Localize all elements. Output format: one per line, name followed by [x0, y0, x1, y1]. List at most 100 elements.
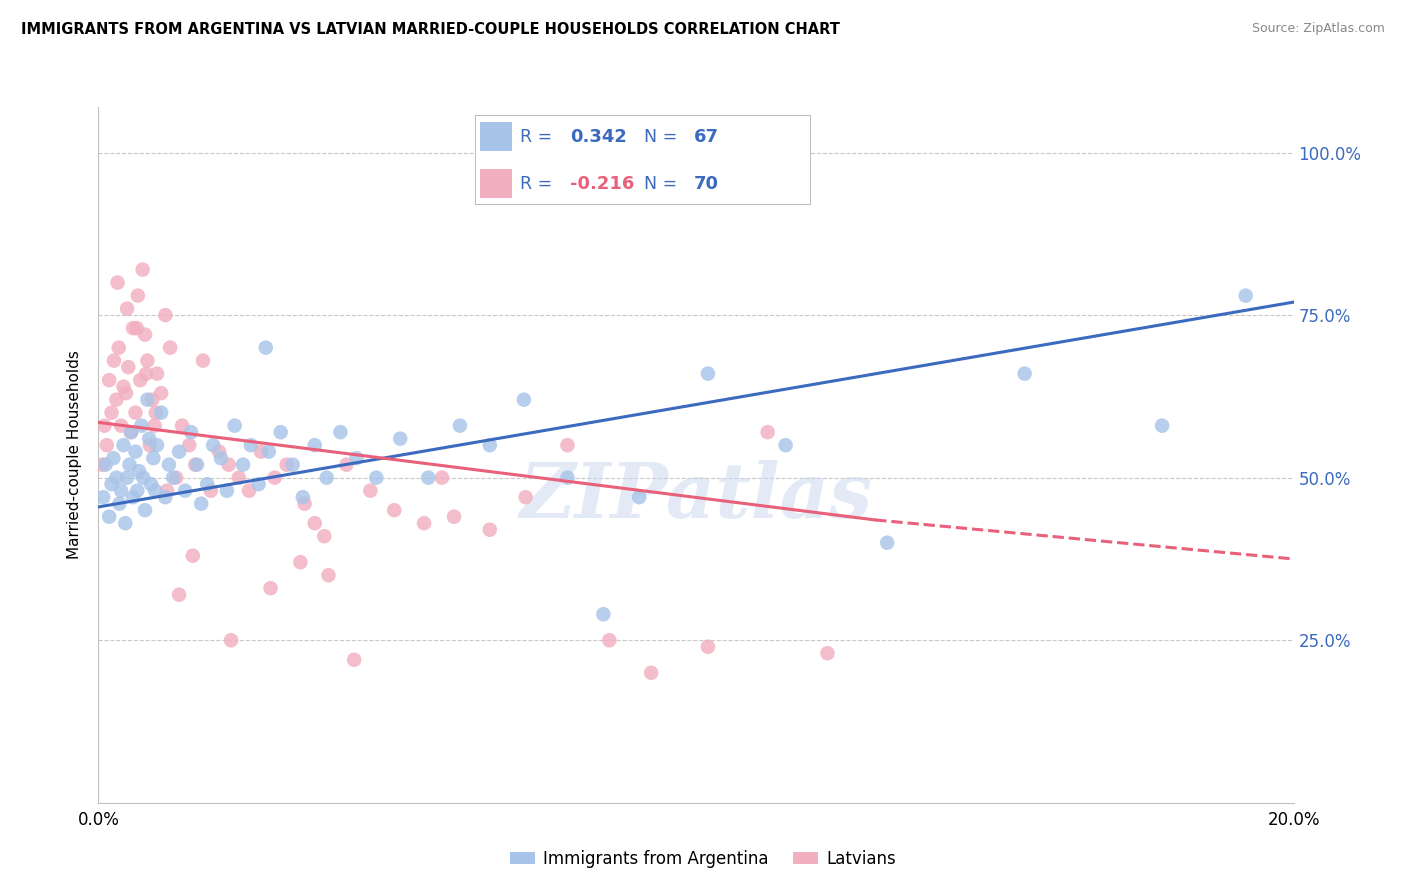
Point [290, 555, 312, 569]
Point [359, 483, 381, 498]
Point [696, 367, 718, 381]
Point [155, 308, 177, 322]
Point [186, 458, 208, 472]
Point [276, 458, 298, 472]
Point [257, 444, 280, 458]
Point [263, 471, 285, 485]
Point [430, 471, 453, 485]
Point [191, 353, 214, 368]
Point [162, 471, 184, 485]
Point [314, 529, 336, 543]
Point [1150, 418, 1173, 433]
Point [98, 373, 121, 387]
Point [876, 535, 898, 549]
Point [157, 458, 180, 472]
Point [413, 516, 436, 531]
Point [181, 549, 204, 563]
Point [218, 458, 240, 472]
Point [775, 438, 797, 452]
Point [115, 301, 138, 316]
Point [115, 471, 138, 485]
Point [200, 483, 222, 498]
Point [291, 490, 314, 504]
Point [156, 483, 179, 498]
Point [598, 633, 620, 648]
Legend: Immigrants from Argentina, Latvians: Immigrants from Argentina, Latvians [503, 844, 903, 875]
Point [114, 516, 136, 531]
Point [179, 438, 201, 452]
Y-axis label: Married-couple Households: Married-couple Households [67, 351, 83, 559]
Point [143, 418, 166, 433]
Point [443, 509, 465, 524]
Point [172, 418, 194, 433]
Point [132, 471, 155, 485]
Point [247, 477, 270, 491]
Point [155, 490, 177, 504]
Point [127, 483, 149, 498]
Point [281, 458, 304, 472]
Text: IMMIGRANTS FROM ARGENTINA VS LATVIAN MARRIED-COUPLE HOUSEHOLDS CORRELATION CHART: IMMIGRANTS FROM ARGENTINA VS LATVIAN MAR… [21, 22, 839, 37]
Point [150, 406, 173, 420]
Point [270, 425, 292, 439]
Point [382, 503, 405, 517]
Point [122, 321, 145, 335]
Point [418, 471, 440, 485]
Point [478, 438, 501, 452]
Point [91, 458, 114, 472]
Point [107, 276, 129, 290]
Point [557, 471, 579, 485]
Point [167, 444, 190, 458]
Point [136, 392, 159, 407]
Point [124, 406, 146, 420]
Point [131, 262, 153, 277]
Point [254, 341, 277, 355]
Point [209, 451, 232, 466]
Point [105, 471, 128, 485]
Point [592, 607, 614, 622]
Point [224, 418, 246, 433]
Point [134, 503, 156, 517]
Text: ZIPatlas: ZIPatlas [519, 459, 873, 533]
Point [136, 353, 159, 368]
Point [128, 464, 150, 478]
Point [125, 321, 148, 335]
Point [138, 432, 160, 446]
Point [134, 327, 156, 342]
Point [329, 425, 352, 439]
Point [110, 483, 132, 498]
Point [318, 568, 340, 582]
Point [228, 471, 250, 485]
Point [167, 588, 190, 602]
Point [115, 386, 138, 401]
Point [239, 438, 262, 452]
Point [146, 438, 169, 452]
Point [195, 477, 218, 491]
Point [105, 392, 128, 407]
Point [174, 483, 197, 498]
Point [304, 438, 326, 452]
Point [107, 341, 129, 355]
Point [346, 451, 368, 466]
Point [1234, 288, 1257, 302]
Point [815, 646, 838, 660]
Point [103, 451, 125, 466]
Point [756, 425, 779, 439]
Point [315, 471, 337, 485]
Point [259, 581, 281, 595]
Point [127, 288, 149, 302]
Point [215, 483, 238, 498]
Point [117, 360, 139, 375]
Point [141, 392, 163, 407]
Point [91, 490, 114, 504]
Point [208, 444, 231, 458]
Point [139, 477, 162, 491]
Point [120, 425, 142, 439]
Point [159, 341, 181, 355]
Point [202, 438, 225, 452]
Point [139, 438, 162, 452]
Point [122, 490, 145, 504]
Point [180, 425, 202, 439]
Point [108, 497, 131, 511]
Point [93, 418, 115, 433]
Point [120, 425, 142, 439]
